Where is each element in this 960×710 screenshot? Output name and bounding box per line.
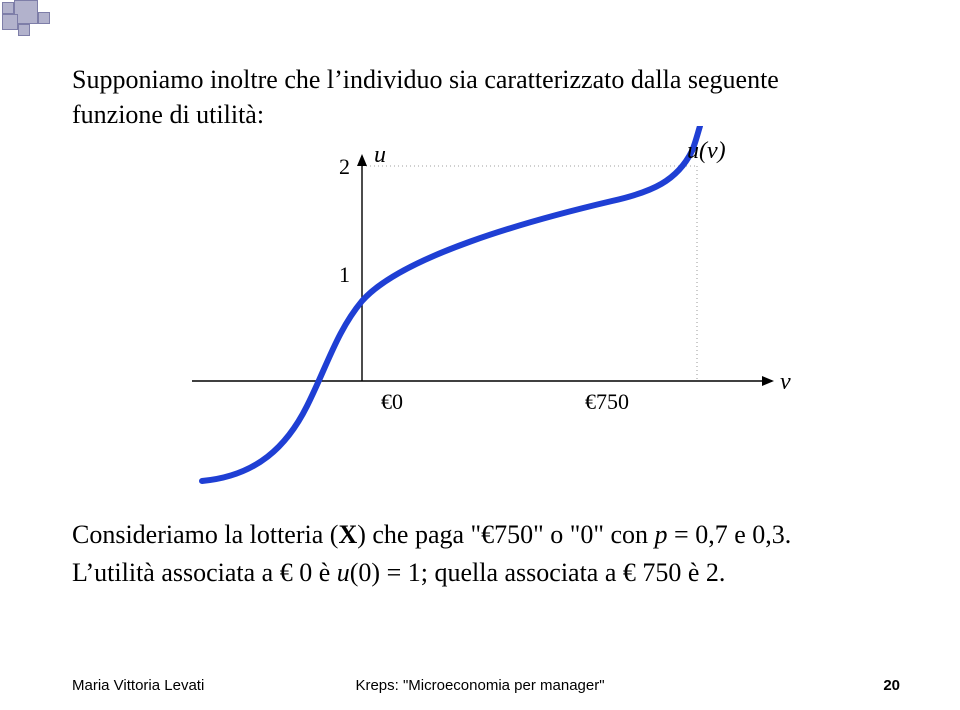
b-l1a: Consideriamo la lotteria ( <box>72 520 338 549</box>
b-l2b: utilità associata a € 0 è <box>94 558 337 587</box>
b-l1p: p <box>655 520 668 549</box>
b-l2c: (0) = 1; quella associata a € 750 è 2. <box>350 558 726 587</box>
below-text: Consideriamo la lotteria (X) che paga "€… <box>72 516 892 591</box>
ytick-2: 2 <box>339 154 350 179</box>
y-axis-arrow <box>357 154 367 166</box>
b-l2a: L <box>72 558 86 587</box>
b-l2u: u <box>337 558 350 587</box>
intro-line1b: individuo sia caratterizzato dalla segue… <box>343 65 779 94</box>
uv-label: u(v) <box>687 138 726 164</box>
xtick-750: €750 <box>585 389 629 414</box>
b-l1b: ) che paga "€750" o "0" con <box>357 520 654 549</box>
utility-curve <box>202 126 700 481</box>
page-number: 20 <box>883 677 900 694</box>
b-l1x: X <box>338 520 357 549</box>
xtick-0: €0 <box>381 389 403 414</box>
utility-chart: u u(v) v 2 1 €0 €750 <box>72 126 892 486</box>
intro-line1a: Supponiamo inoltre che l <box>72 65 334 94</box>
b-l1c: = 0,7 e 0,3. <box>668 520 792 549</box>
u-axis-label: u <box>374 142 386 168</box>
intro-text: Supponiamo inoltre che l’individuo sia c… <box>72 62 892 132</box>
v-axis-label: v <box>780 369 791 395</box>
intro-line2: funzione di utilità: <box>72 100 264 129</box>
ytick-1: 1 <box>339 262 350 287</box>
footer-title: Kreps: "Microeconomia per manager" <box>0 677 960 694</box>
x-axis-arrow <box>762 376 774 386</box>
